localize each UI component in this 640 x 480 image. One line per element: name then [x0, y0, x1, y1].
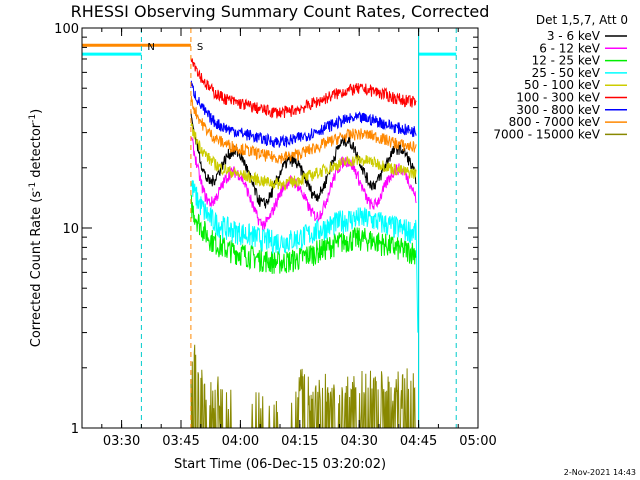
series-line [190, 137, 417, 231]
timestamp: 2-Nov-2021 14:43 [564, 468, 636, 477]
y-tick-label: 100 [54, 22, 79, 37]
legend-label: 300 - 800 keV [516, 103, 600, 117]
legend-label: 50 - 100 keV [524, 78, 601, 92]
series-lines [190, 58, 419, 429]
legend-header: Det 1,5,7, Att 0 [536, 13, 628, 27]
y-tick-label: 1 [71, 422, 79, 437]
legend-label: 7000 - 15000 keV [493, 127, 600, 141]
legend-label: 800 - 7000 keV [509, 115, 601, 129]
y-tick-label: 10 [62, 222, 79, 237]
legend-label: 6 - 12 keV [539, 41, 601, 55]
series-line [190, 111, 417, 209]
annotation-label: S [197, 42, 203, 53]
x-tick-label: 04:00 [222, 434, 259, 449]
x-tick-label: 03:30 [103, 434, 140, 449]
legend-label: 12 - 25 keV [532, 54, 601, 68]
x-tick-label: 04:45 [400, 434, 437, 449]
series-line [190, 194, 417, 274]
series-line [190, 121, 417, 191]
legend-label: 3 - 6 keV [547, 29, 601, 43]
chart-title: RHESSI Observing Summary Count Rates, Co… [71, 2, 490, 21]
y-axis-label: Corrected Count Rate (s-1 detector-1) [28, 109, 44, 347]
y-axis: 1 10 100 [54, 22, 478, 437]
flag-bars [82, 28, 457, 428]
series-line [190, 58, 417, 119]
x-tick-label: 04:30 [340, 434, 377, 449]
series-line [190, 80, 417, 149]
legend-label: 25 - 50 keV [532, 66, 601, 80]
x-tick-label: 04:15 [281, 434, 318, 449]
annotation-label: N [147, 42, 154, 53]
legend-label: 100 - 300 keV [516, 91, 600, 105]
x-tick-label: 05:00 [459, 434, 496, 449]
x-tick-label: 03:45 [162, 434, 199, 449]
x-axis: 03:30 03:45 04:00 04:15 04:30 04:45 05:00 [81, 28, 497, 449]
series-line [190, 180, 419, 333]
series-line [190, 344, 417, 429]
series-line [190, 95, 417, 165]
x-axis-label: Start Time (06-Dec-15 03:20:02) [174, 457, 386, 472]
